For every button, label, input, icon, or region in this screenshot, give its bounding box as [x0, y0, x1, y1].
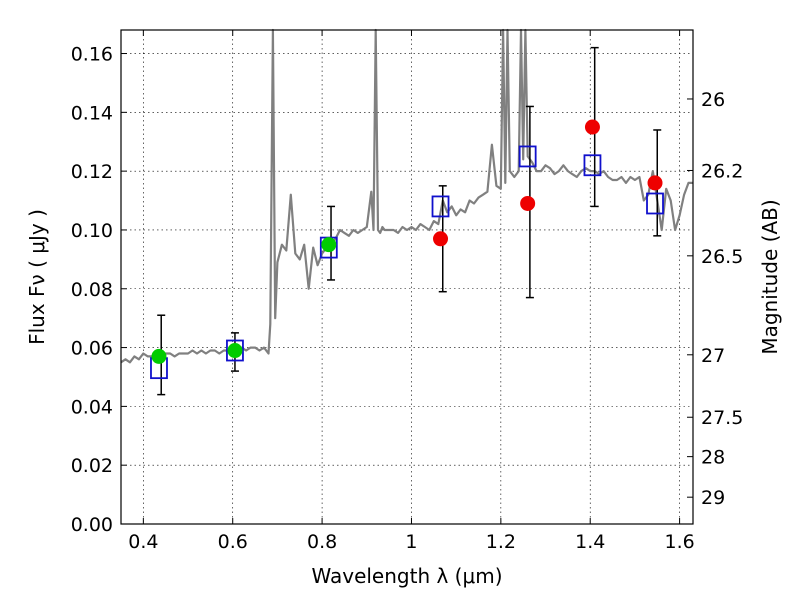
observed-red-point — [647, 175, 663, 191]
x-tick-label: 1.2 — [486, 531, 516, 553]
y2-tick-label: 26 — [701, 89, 725, 111]
y2-tick-label: 26.5 — [701, 246, 743, 268]
y2-tick-label: 28 — [701, 447, 725, 469]
y-tick-label: 0.10 — [71, 220, 113, 242]
y-tick-label: 0.16 — [71, 44, 113, 66]
y2-tick-label: 27 — [701, 345, 725, 367]
spectrum-line — [120, 28, 693, 364]
x-tick-label: 1 — [405, 531, 417, 553]
y-tick-label: 0.04 — [71, 396, 113, 418]
spectrum-series — [120, 28, 693, 364]
model-square-point — [583, 154, 602, 177]
model-square-point — [646, 192, 664, 215]
observed-green-point — [227, 343, 243, 359]
x-tick-label: 0.8 — [307, 531, 337, 553]
observed-red-point — [433, 231, 449, 247]
y-tick-label: 0.02 — [71, 455, 113, 477]
x-tick-label: 1.6 — [664, 531, 694, 553]
observed-red-point — [520, 195, 536, 211]
model-square-point — [518, 145, 537, 168]
observed-green-point — [151, 348, 167, 364]
errorbar-series — [157, 46, 662, 396]
x-axis-label: Wavelength λ (μm) — [311, 564, 502, 588]
model-square-point — [431, 195, 450, 218]
y2-tick-label: 27.5 — [701, 407, 743, 429]
observed-green-point — [321, 237, 337, 253]
plot-frame — [120, 29, 694, 525]
y2-tick-label: 29 — [701, 487, 725, 509]
y2-tick-label: 26.2 — [701, 160, 743, 182]
y-tick-label: 0.06 — [71, 338, 113, 360]
x-tick-label: 1.4 — [575, 531, 605, 553]
x-tick-label: 0.6 — [218, 531, 248, 553]
y2-axis-label: Magnitude (AB) — [758, 199, 782, 354]
observed-series — [151, 119, 663, 364]
y-tick-label: 0.14 — [71, 102, 113, 124]
model-square-point — [226, 339, 244, 362]
y-tick-label: 0.08 — [71, 279, 113, 301]
grid — [121, 30, 693, 524]
model-series — [150, 145, 664, 380]
x-tick-label: 0.4 — [128, 531, 158, 553]
ticks: 0.4 0.6 0.8 1 1.2 1.4 1.6 0.00 0.02 0.04 0.06 0.08 0… — [71, 30, 743, 553]
observed-red-point — [584, 119, 600, 135]
y-tick-label: 0.12 — [71, 161, 113, 183]
y-axis-label: Flux Fν ( μJy ) — [25, 209, 49, 345]
y-tick-label: 0.00 — [71, 514, 113, 536]
